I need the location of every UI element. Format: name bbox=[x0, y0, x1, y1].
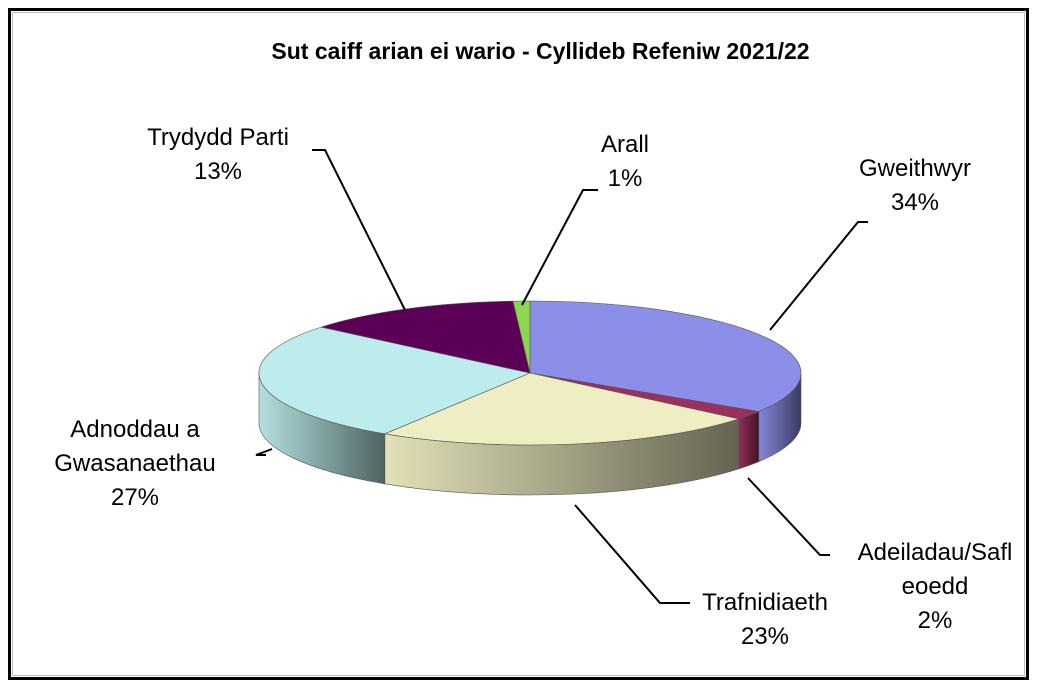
plot-frame bbox=[12, 12, 1025, 676]
category-label: Adnoddau a Gwasanaethau bbox=[54, 416, 216, 477]
value-label: 1% bbox=[607, 165, 643, 192]
data-label: Trafnidiaeth 23% bbox=[665, 586, 865, 654]
data-label: Adeiladau/Safleoedd 2% bbox=[855, 536, 1015, 638]
category-label: Adeiladau/Safleoedd bbox=[857, 539, 1013, 600]
category-label: Trydydd Parti bbox=[147, 124, 289, 151]
leader-line bbox=[574, 504, 690, 604]
slice-side bbox=[738, 411, 760, 470]
leader-line bbox=[747, 477, 830, 556]
leader-line bbox=[255, 448, 273, 456]
chart-title: Sut caiff arian ei wario - Cyllideb Refe… bbox=[271, 38, 810, 64]
data-label: Arall 1% bbox=[565, 128, 685, 196]
value-label: 2% bbox=[917, 607, 953, 634]
value-label: 27% bbox=[110, 484, 160, 511]
category-label: Arall bbox=[600, 131, 649, 158]
slice bbox=[320, 300, 531, 374]
leader-line bbox=[312, 149, 406, 311]
data-label: Gweithwyr 34% bbox=[815, 152, 1015, 220]
slice bbox=[258, 326, 531, 435]
value-label: 13% bbox=[193, 158, 243, 185]
chart-frame bbox=[8, 8, 1029, 680]
category-label: Gweithwyr bbox=[858, 155, 972, 182]
value-label: 23% bbox=[740, 623, 790, 650]
leader-line bbox=[769, 221, 868, 331]
data-label: Trydydd Parti 13% bbox=[118, 121, 318, 189]
slice bbox=[512, 300, 531, 374]
slice bbox=[529, 300, 802, 412]
category-label: Trafnidiaeth bbox=[702, 589, 828, 616]
leader-line bbox=[521, 189, 598, 306]
slice bbox=[383, 372, 740, 446]
value-label: 34% bbox=[890, 189, 940, 216]
data-label: Adnoddau a Gwasanaethau 27% bbox=[20, 413, 250, 515]
